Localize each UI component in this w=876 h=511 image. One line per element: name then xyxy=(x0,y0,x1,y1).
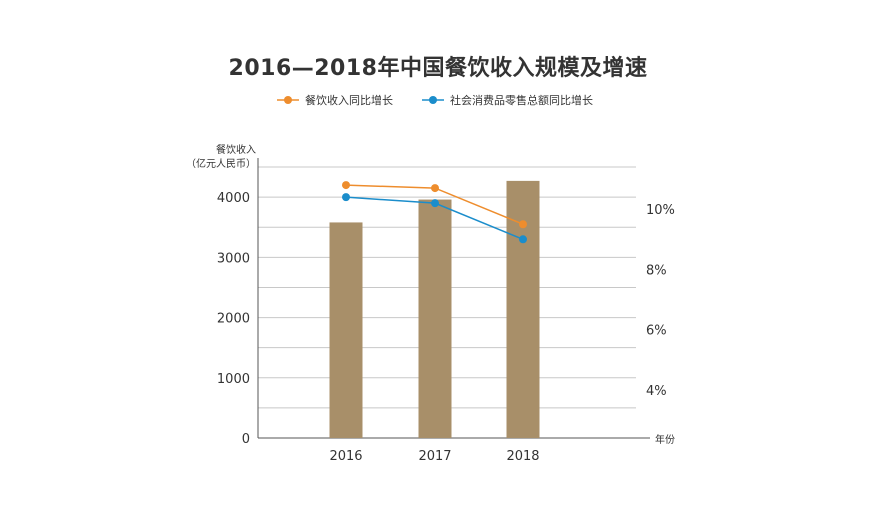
y-axis-label-line2: （亿元人民币） xyxy=(186,157,256,170)
line-series-2-point xyxy=(431,199,439,208)
legend-label-line2: 社会消费品零售总额同比增长 xyxy=(450,94,593,107)
x-tick-label: 2016 xyxy=(329,449,362,464)
line-series-1-point xyxy=(342,181,350,190)
y-tick-right: 4% xyxy=(646,384,667,399)
y-tick-right: 6% xyxy=(646,324,667,339)
x-tick-label: 2018 xyxy=(506,449,539,464)
y-tick-right: 10% xyxy=(646,203,675,218)
y-tick-left: 4000 xyxy=(217,191,250,206)
x-axis-label: 年份 xyxy=(655,433,675,446)
legend-label-line1: 餐饮收入同比增长 xyxy=(305,94,393,107)
y-axis-label-line1: 餐饮收入 xyxy=(216,143,256,156)
line-series-2-point xyxy=(342,193,350,202)
y-tick-left: 3000 xyxy=(217,251,250,266)
legend-item-line1: 餐饮收入同比增长 xyxy=(277,92,393,108)
bar xyxy=(329,222,363,438)
line-series-1-point xyxy=(431,184,439,193)
legend-marker-orange-icon xyxy=(277,96,299,104)
chart-title: 2016—2018年中国餐饮收入规模及增速 xyxy=(228,56,648,81)
legend-marker-blue-icon xyxy=(422,96,444,104)
x-tick-label: 2017 xyxy=(418,449,451,464)
line-series-2-point xyxy=(519,235,527,244)
legend: 餐饮收入同比增长 社会消费品零售总额同比增长 xyxy=(0,92,876,112)
legend-item-line2: 社会消费品零售总额同比增长 xyxy=(422,92,593,108)
y-tick-right: 8% xyxy=(646,263,667,278)
line-series-1-point xyxy=(519,220,527,229)
y-tick-left: 1000 xyxy=(217,372,250,387)
y-tick-left: 2000 xyxy=(217,312,250,327)
y-tick-left: 0 xyxy=(242,432,250,447)
bar xyxy=(418,199,452,438)
